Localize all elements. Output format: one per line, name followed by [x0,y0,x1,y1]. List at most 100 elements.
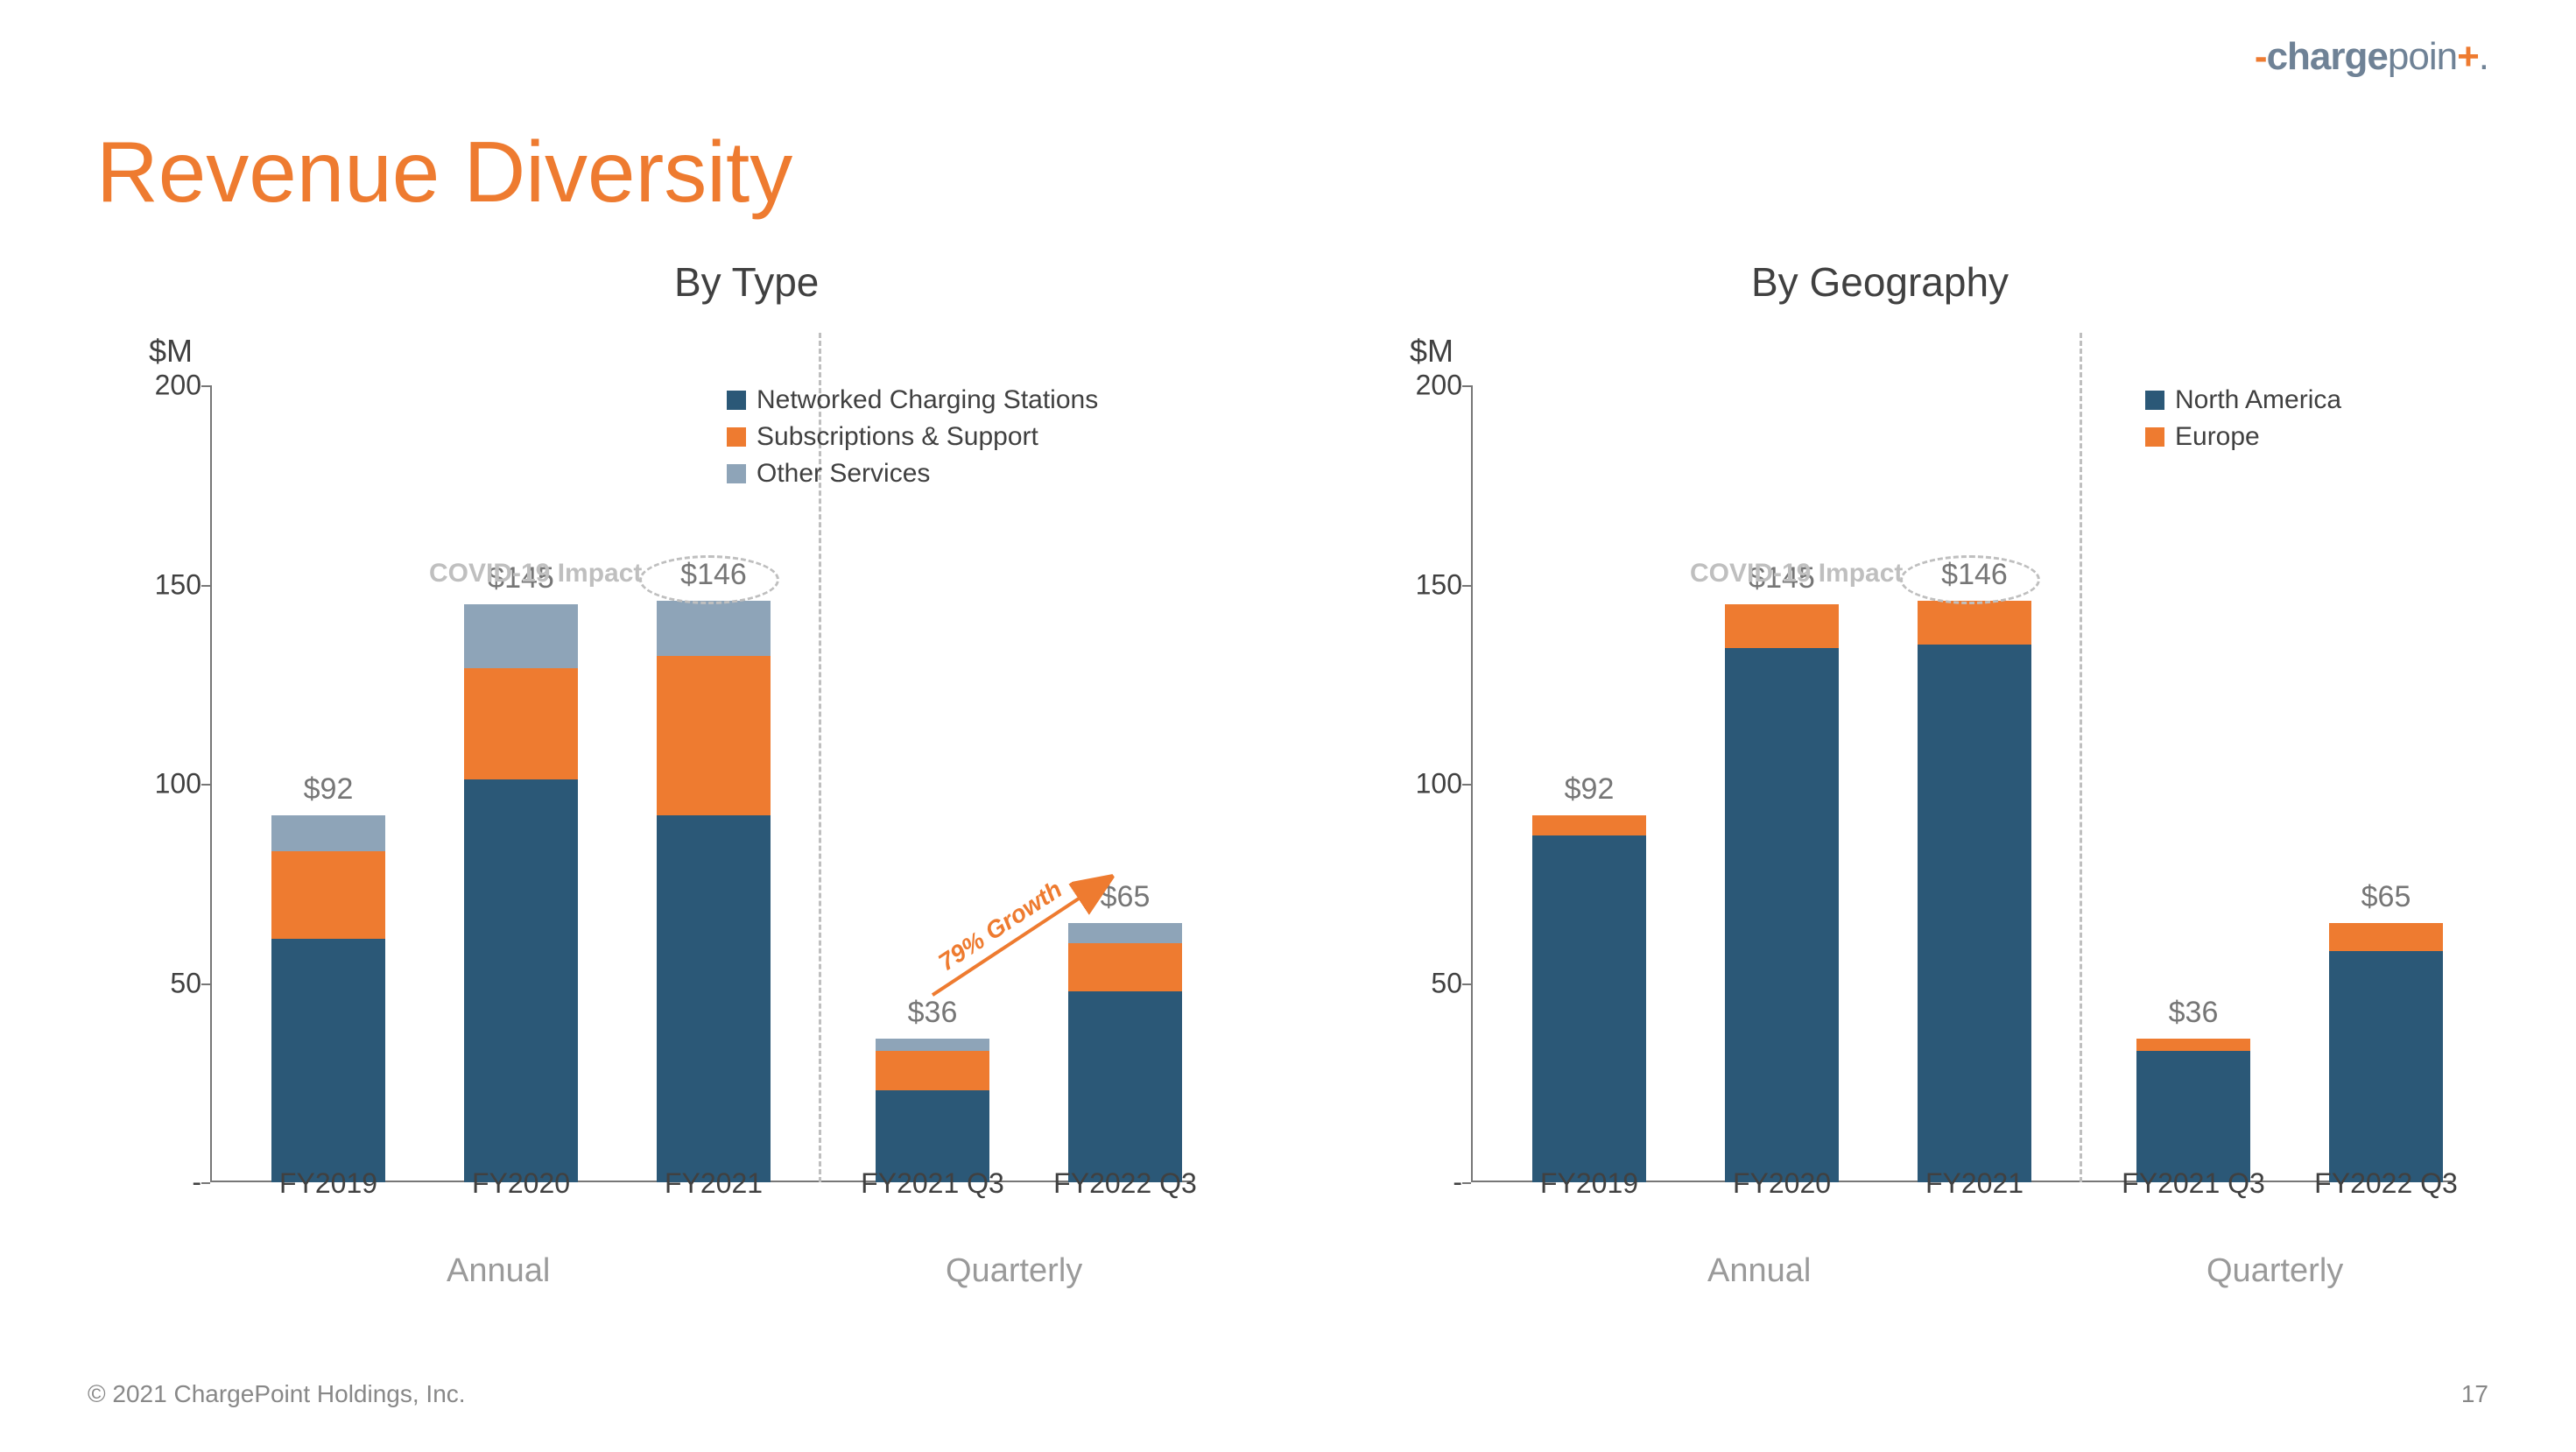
bar-segment [657,601,771,657]
y-tick-label: - [1392,1167,1462,1199]
y-tick-label: 200 [131,370,201,402]
y-tick-label: 100 [131,768,201,800]
bar-segment [1068,943,1182,991]
bar-segment [1918,645,2031,1182]
x-tick-label: FY2019 [232,1167,425,1200]
legend-label: Networked Charging Stations [757,385,1098,415]
plot-area-geo: -50100150200$92FY2019$145FY2020$146FY202… [1471,385,2452,1209]
brand-logo: -chargepoin+. [2255,35,2488,79]
legend-item: Networked Charging Stations [727,385,1098,415]
x-tick-label: FY2020 [1686,1167,1878,1200]
growth-label: 79% Growth [933,876,1067,977]
legend-swatch [2145,391,2164,410]
chart-by-geo: $M -50100150200$92FY2019$145FY2020$146FY… [1357,333,2478,1226]
group-label: Quarterly [2206,1252,2343,1290]
y-tick-label: 100 [1392,768,1462,800]
group-label: Annual [1707,1252,1811,1290]
y-tick-label: 150 [131,568,201,601]
y-tick-mark [1462,784,1471,786]
x-tick-label: FY2021 [617,1167,810,1200]
bar-segment [876,1051,989,1091]
x-tick-label: FY2022 Q3 [1029,1167,1221,1200]
y-tick-mark [201,385,210,387]
logo-part2: poin [2388,35,2457,78]
y-tick-label: 50 [131,967,201,999]
bar-total-label: $92 [241,772,416,807]
bar-segment [271,815,385,851]
page-title: Revenue Diversity [96,123,792,222]
group-label: Quarterly [946,1252,1082,1290]
legend-label: Other Services [757,459,930,489]
bar-segment [1068,923,1182,943]
bar-segment [1068,991,1182,1182]
bar-segment [1918,601,2031,645]
covid-annotation: COVID-19 Impact [1690,559,1903,589]
logo-part1: charge [2267,35,2388,78]
y-axis [1471,385,1473,1182]
y-tick-label: - [131,1167,201,1199]
bar-segment [464,779,578,1182]
x-tick-label: FY2019 [1493,1167,1686,1200]
bar-segment [657,656,771,815]
y-axis [210,385,212,1182]
bar-segment [271,939,385,1182]
y-tick-mark [201,784,210,786]
legend-swatch [727,464,746,483]
y-tick-label: 200 [1392,370,1462,402]
bar-segment [2329,951,2443,1182]
bar-total-label: $36 [845,996,1020,1030]
bar-total-label: $65 [2298,880,2474,914]
bar-total-label: $92 [1502,772,1677,807]
logo-dash: - [2255,35,2267,78]
legend-by-type: Networked Charging Stations Subscriptions… [727,385,1098,496]
group-label: Annual [447,1252,550,1290]
chart-by-type: $M -50100150200$92FY2019$145FY2020$146FY… [96,333,1217,1226]
bar-segment [271,851,385,939]
logo-dot: . [2479,35,2488,78]
legend-item: Europe [2145,422,2341,452]
legend-item: North America [2145,385,2341,415]
legend-swatch [727,391,746,410]
y-tick-mark [201,1182,210,1184]
legend-swatch [2145,427,2164,447]
y-tick-label: 150 [1392,568,1462,601]
bar-segment [1532,835,1646,1182]
group-divider [2080,333,2082,1182]
legend-item: Other Services [727,459,1098,489]
x-tick-label: FY2022 Q3 [2290,1167,2482,1200]
y-tick-label: 50 [1392,967,1462,999]
bar-segment [2136,1039,2250,1051]
legend-label: North America [2175,385,2341,415]
bar-segment [1725,604,1839,648]
y-tick-mark [1462,1182,1471,1184]
y-axis-unit: $M [149,333,193,370]
covid-annotation: COVID-19 Impact [429,559,642,589]
bar-segment [876,1039,989,1051]
bar-total-label: $36 [2106,996,2281,1030]
x-tick-label: FY2021 Q3 [836,1167,1029,1200]
x-tick-label: FY2021 [1878,1167,2071,1200]
bar-segment [2136,1051,2250,1182]
copyright: © 2021 ChargePoint Holdings, Inc. [88,1380,466,1408]
bar-segment [464,604,578,668]
legend-item: Subscriptions & Support [727,422,1098,452]
covid-highlight-ellipse [1900,555,2040,604]
legend-by-geo: North America Europe [2145,385,2341,459]
y-tick-mark [201,983,210,985]
x-tick-label: FY2021 Q3 [2097,1167,2290,1200]
bar-segment [1725,648,1839,1182]
y-axis-unit: $M [1410,333,1453,370]
bar-segment [2329,923,2443,951]
y-tick-mark [1462,385,1471,387]
y-tick-mark [201,585,210,587]
legend-label: Europe [2175,422,2260,452]
logo-plus: + [2457,35,2479,78]
y-tick-mark [1462,585,1471,587]
covid-highlight-ellipse [639,555,779,604]
subtitle-by-geo: By Geography [1751,258,2009,306]
plot-area-type: -50100150200$92FY2019$145FY2020$146FY202… [210,385,1191,1209]
page-number: 17 [2461,1380,2488,1408]
subtitle-by-type: By Type [674,258,819,306]
y-tick-mark [1462,983,1471,985]
bar-segment [464,668,578,779]
